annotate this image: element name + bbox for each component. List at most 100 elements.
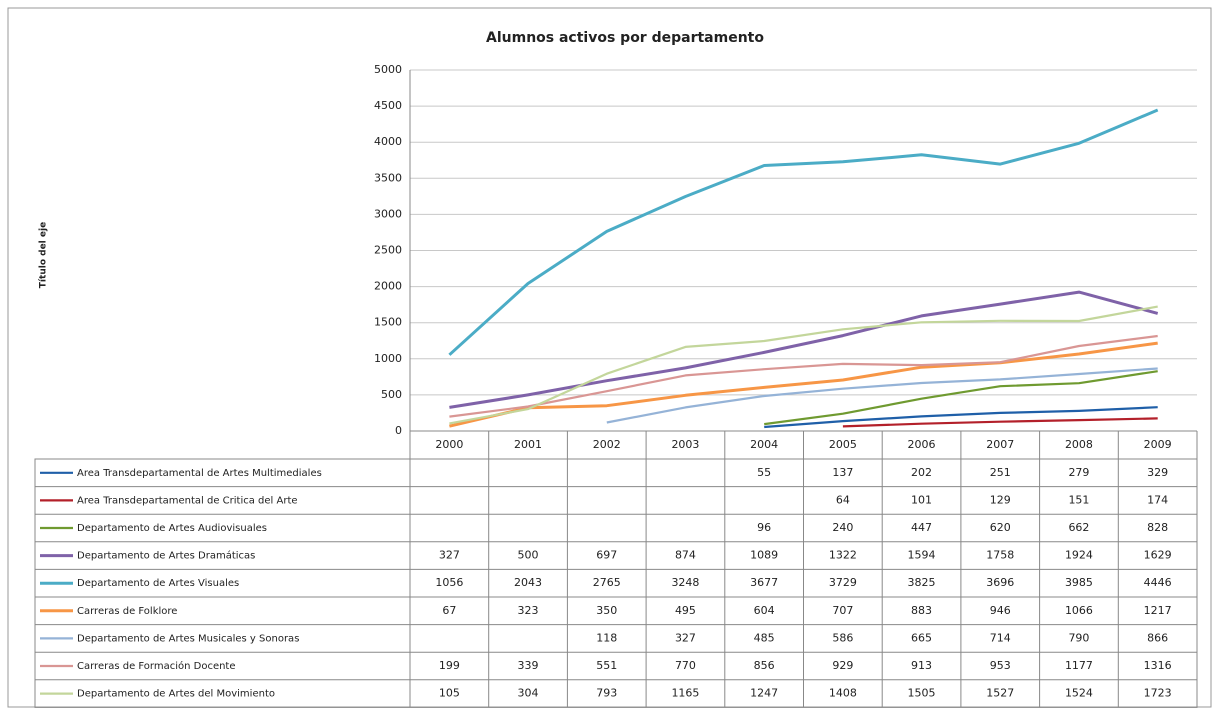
table-value: 1924 (1065, 549, 1093, 562)
series-line (606, 367, 1158, 424)
y-tick-label: 2000 (374, 280, 402, 293)
x-tick-label: 2000 (435, 438, 463, 451)
legend-label: Carreras de Formación Docente (77, 660, 236, 672)
series-line (449, 341, 1158, 428)
y-tick-label: 2500 (374, 244, 402, 257)
table-value: 2765 (593, 576, 621, 589)
table-value: 866 (1147, 631, 1168, 644)
table-value: 327 (675, 631, 696, 644)
table-value: 3248 (671, 576, 699, 589)
y-tick-label: 0 (395, 424, 402, 437)
table-value: 1758 (986, 549, 1014, 562)
table-value: 604 (754, 604, 775, 617)
table-value: 323 (518, 604, 539, 617)
x-tick-label: 2002 (593, 438, 621, 451)
legend-label: Area Transdepartamental de Critica del A… (77, 495, 298, 506)
x-tick-label: 2001 (514, 438, 542, 451)
table-value: 1247 (750, 687, 778, 700)
table-value: 1056 (435, 576, 463, 589)
y-tick-label: 1500 (374, 316, 402, 329)
series-line (449, 334, 1158, 418)
table-value: 55 (757, 466, 771, 479)
legend-label: Departamento de Artes Visuales (77, 578, 239, 589)
table-value: 3729 (829, 576, 857, 589)
table-value: 828 (1147, 521, 1168, 534)
table-value: 327 (439, 549, 460, 562)
table-value: 1629 (1144, 549, 1172, 562)
table-value: 67 (442, 604, 456, 617)
table-value: 620 (990, 521, 1011, 534)
legend-label: Departamento de Artes Musicales y Sonora… (77, 633, 299, 644)
series-line (764, 406, 1158, 429)
table-value: 3985 (1065, 576, 1093, 589)
y-axis-title: Título del eje (39, 222, 49, 288)
y-tick-label: 4000 (374, 135, 402, 148)
legend-label: Departamento de Artes del Movimiento (77, 689, 275, 700)
legend-label: Area Transdepartamental de Artes Multime… (77, 468, 322, 479)
x-tick-label: 2007 (986, 438, 1014, 451)
table-value: 1165 (671, 687, 699, 700)
table-value: 1594 (908, 549, 936, 562)
table-value: 1524 (1065, 687, 1093, 700)
table-value: 3696 (986, 576, 1014, 589)
x-tick-label: 2009 (1144, 438, 1172, 451)
table-value: 151 (1068, 493, 1089, 506)
table-value: 4446 (1144, 576, 1172, 589)
table-value: 500 (518, 549, 539, 562)
table-value: 304 (518, 687, 539, 700)
table-value: 199 (439, 659, 460, 672)
table-value: 96 (757, 521, 771, 534)
table-value: 495 (675, 604, 696, 617)
table-value: 697 (596, 549, 617, 562)
table-value: 447 (911, 521, 932, 534)
table-value: 174 (1147, 493, 1168, 506)
table-value: 1723 (1144, 687, 1172, 700)
table-value: 586 (832, 631, 853, 644)
series-line (448, 108, 1159, 356)
table-value: 329 (1147, 466, 1168, 479)
series-line (842, 417, 1158, 428)
table-value: 105 (439, 687, 460, 700)
table-value: 1066 (1065, 604, 1093, 617)
table-value: 350 (596, 604, 617, 617)
table-value: 279 (1068, 466, 1089, 479)
legend-label: Carreras de Folklore (77, 606, 177, 617)
table-value: 707 (832, 604, 853, 617)
table-value: 2043 (514, 576, 542, 589)
x-tick-label: 2005 (829, 438, 857, 451)
x-tick-label: 2006 (908, 438, 936, 451)
table-value: 714 (990, 631, 1011, 644)
table-value: 1217 (1144, 604, 1172, 617)
table-value: 953 (990, 659, 1011, 672)
y-tick-label: 3500 (374, 171, 402, 184)
table-value: 202 (911, 466, 932, 479)
table-value: 3677 (750, 576, 778, 589)
table-value: 790 (1068, 631, 1089, 644)
table-value: 793 (596, 687, 617, 700)
y-tick-label: 5000 (374, 63, 402, 76)
series-line (449, 305, 1158, 425)
table-value: 1527 (986, 687, 1014, 700)
table-value: 665 (911, 631, 932, 644)
x-tick-label: 2003 (671, 438, 699, 451)
table-value: 946 (990, 604, 1011, 617)
legend-label: Departamento de Artes Dramáticas (77, 550, 255, 562)
table-value: 929 (832, 659, 853, 672)
table-value: 339 (518, 659, 539, 672)
chart-border (7, 7, 1212, 708)
series-line (449, 290, 1159, 409)
table-value: 64 (836, 493, 850, 506)
table-value: 770 (675, 659, 696, 672)
table-value: 485 (754, 631, 775, 644)
x-tick-label: 2008 (1065, 438, 1093, 451)
table-value: 118 (596, 631, 617, 644)
table-value: 551 (596, 659, 617, 672)
table-value: 137 (832, 466, 853, 479)
table-value: 129 (990, 493, 1011, 506)
y-tick-label: 3000 (374, 207, 402, 220)
y-tick-label: 500 (381, 388, 402, 401)
x-tick-label: 2004 (750, 438, 778, 451)
y-tick-label: 4500 (374, 99, 402, 112)
